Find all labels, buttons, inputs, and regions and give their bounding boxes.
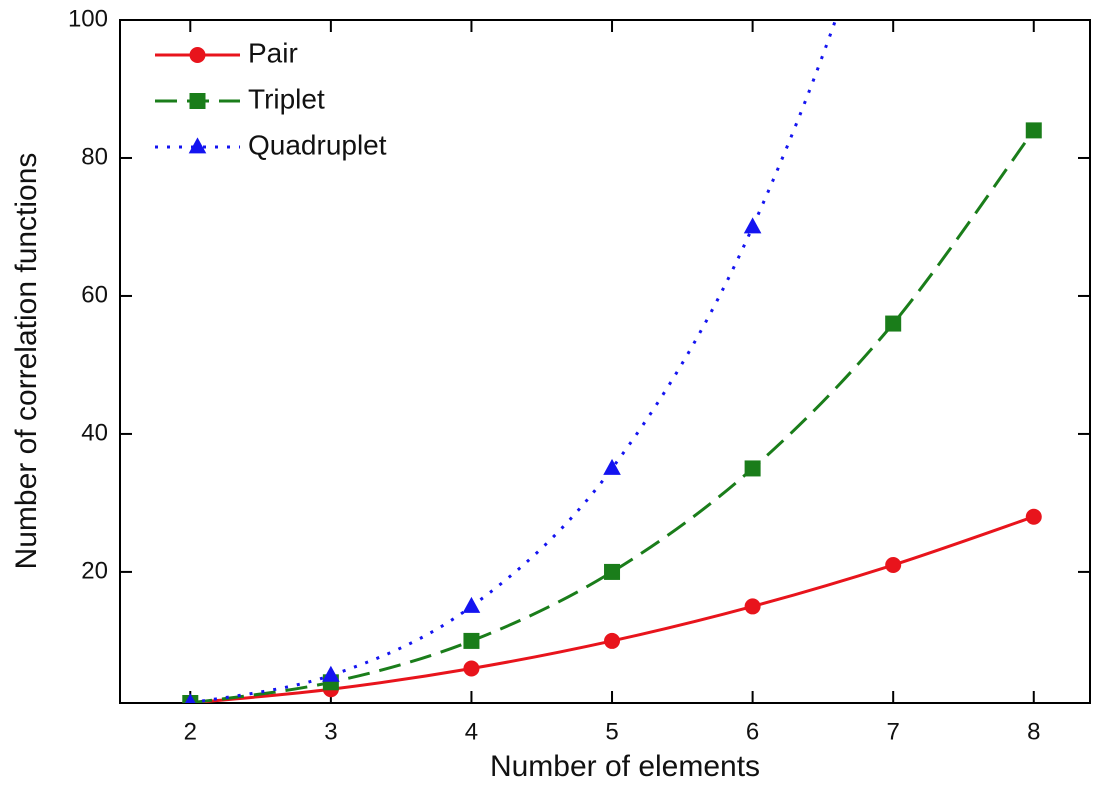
marker: [885, 557, 902, 574]
marker: [188, 137, 207, 154]
marker: [744, 598, 761, 615]
legend-label: Quadruplet: [248, 129, 387, 160]
marker: [743, 217, 762, 234]
marker: [463, 632, 480, 649]
y-tick-label: 100: [68, 5, 108, 32]
plot-frame: [119, 19, 1091, 704]
marker: [463, 660, 480, 677]
y-axis-label: Number of correlation functions: [10, 153, 43, 570]
legend-label: Pair: [248, 37, 298, 68]
series-line: [190, 515, 1035, 703]
marker: [1025, 508, 1042, 525]
x-tick-label: 8: [1027, 718, 1040, 745]
marker: [604, 632, 621, 649]
marker: [603, 458, 621, 475]
marker: [604, 563, 621, 580]
x-tick-label: 3: [324, 718, 337, 745]
marker: [322, 665, 340, 682]
x-axis-label: Number of elements: [490, 750, 760, 783]
series-line: [190, 129, 1035, 703]
marker: [185, 693, 196, 703]
marker: [462, 596, 481, 613]
marker: [744, 460, 761, 477]
x-tick-label: 6: [746, 718, 759, 745]
marker: [189, 93, 206, 109]
x-tick-label: 5: [605, 718, 618, 745]
marker: [1025, 122, 1042, 139]
y-tick-label: 60: [81, 281, 108, 308]
y-tick-label: 40: [81, 419, 108, 446]
series-line: [190, 20, 838, 703]
y-tick-label: 20: [81, 557, 108, 584]
marker: [189, 47, 206, 63]
marker: [885, 315, 902, 332]
x-tick-label: 4: [465, 718, 478, 745]
legend-label: Triplet: [248, 83, 325, 114]
x-tick-label: 2: [184, 718, 197, 745]
x-tick-label: 7: [887, 718, 900, 745]
y-tick-label: 80: [81, 143, 108, 170]
plot-area: [182, 20, 1042, 703]
